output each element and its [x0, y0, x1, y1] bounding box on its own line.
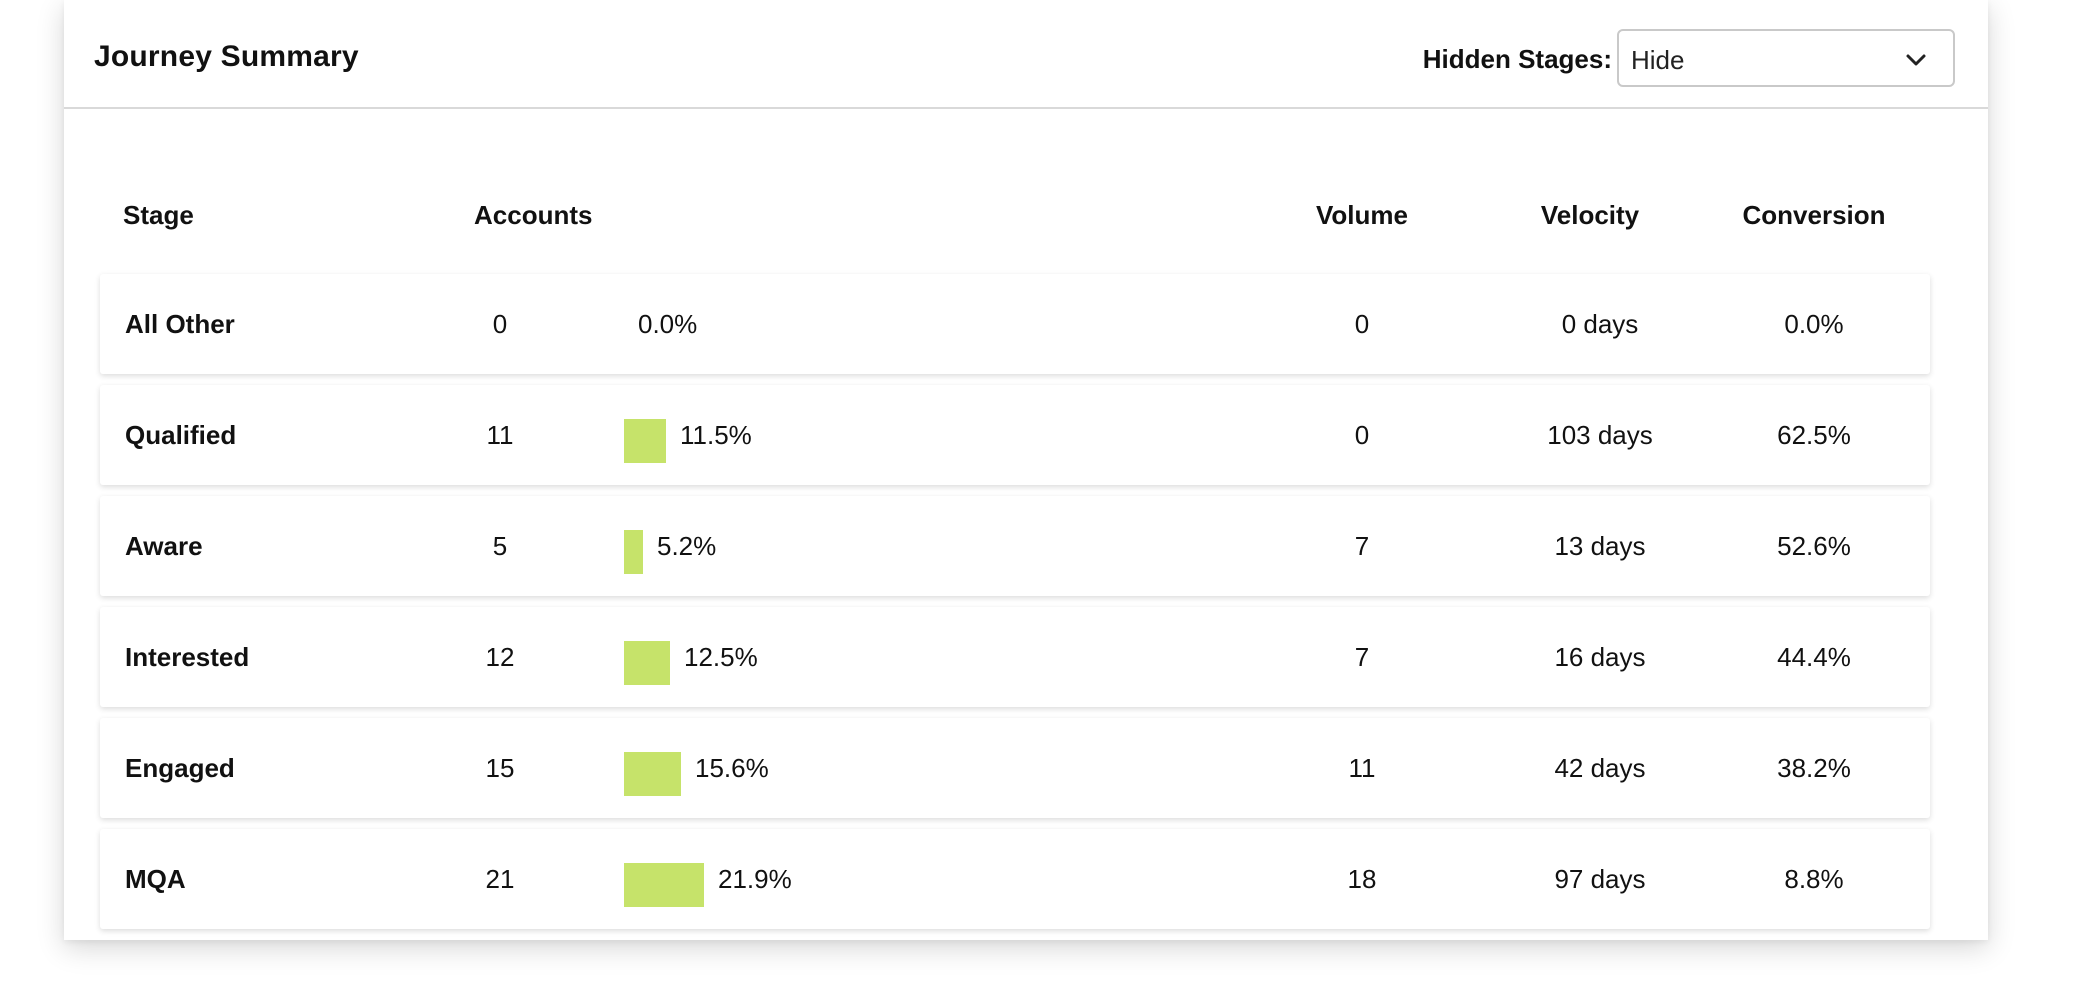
- velocity-value: 42 days: [1554, 753, 1646, 783]
- table-row[interactable]: Interested 12 12.5% 7 16 days 44.4%: [100, 607, 1930, 707]
- volume-value: 18: [1347, 864, 1377, 894]
- stage-name: All Other: [125, 309, 235, 339]
- accounts-count: 12: [485, 642, 515, 672]
- stage-name: Interested: [125, 642, 250, 672]
- table-row[interactable]: Aware 5 5.2% 7 13 days 52.6%: [100, 496, 1930, 596]
- accounts-share-percent: 11.5%: [680, 420, 752, 450]
- accounts-share-bar: [624, 863, 704, 907]
- table-row[interactable]: Qualified 11 11.5% 0 103 days 62.5%: [100, 385, 1930, 485]
- volume-value: 7: [1354, 642, 1370, 672]
- card-title: Journey Summary: [94, 40, 359, 73]
- table-row[interactable]: Engaged 15 15.6% 11 42 days 38.2%: [100, 718, 1930, 818]
- column-header-accounts: Accounts: [474, 200, 593, 230]
- table-row[interactable]: All Other 0 0.0% 0 0 days 0.0%: [100, 274, 1930, 374]
- accounts-share-bar: [624, 530, 643, 574]
- accounts-share-bar: [624, 419, 666, 463]
- stage-name: Engaged: [125, 753, 235, 783]
- accounts-count: 0: [492, 309, 508, 339]
- card-header: Journey Summary Hidden Stages: Hide: [64, 0, 1988, 109]
- conversion-value: 8.8%: [1784, 864, 1844, 894]
- volume-value: 0: [1354, 420, 1370, 450]
- chevron-down-icon: [1906, 54, 1926, 66]
- stage-name: Qualified: [125, 420, 237, 450]
- accounts-count: 15: [485, 753, 515, 783]
- hidden-stages-value: Hide: [1631, 45, 1685, 75]
- conversion-value: 38.2%: [1777, 753, 1851, 783]
- column-header-stage: Stage: [123, 200, 194, 230]
- hidden-stages-label: Hidden Stages:: [1422, 44, 1612, 74]
- velocity-value: 13 days: [1554, 531, 1646, 561]
- accounts-count: 5: [492, 531, 508, 561]
- accounts-count: 21: [485, 864, 515, 894]
- stage-name: Aware: [125, 531, 203, 561]
- accounts-share-percent: 15.6%: [695, 753, 769, 783]
- accounts-share-percent: 0.0%: [638, 309, 698, 339]
- velocity-value: 16 days: [1554, 642, 1646, 672]
- velocity-value: 103 days: [1547, 420, 1653, 450]
- journey-summary-card: Journey Summary Hidden Stages: Hide Stag…: [64, 0, 1988, 940]
- column-header-volume: Volume: [1316, 200, 1408, 230]
- accounts-count: 11: [486, 420, 514, 450]
- volume-value: 7: [1354, 531, 1370, 561]
- accounts-share-percent: 12.5%: [684, 642, 758, 672]
- conversion-value: 44.4%: [1777, 642, 1851, 672]
- conversion-value: 0.0%: [1784, 309, 1844, 339]
- conversion-value: 62.5%: [1777, 420, 1851, 450]
- column-header-conversion: Conversion: [1742, 200, 1886, 230]
- accounts-share-percent: 21.9%: [718, 864, 792, 894]
- accounts-share-bar: [624, 641, 670, 685]
- stage-name: MQA: [125, 864, 186, 894]
- volume-value: 0: [1354, 309, 1370, 339]
- accounts-share-bar: [624, 752, 681, 796]
- velocity-value: 0 days: [1561, 309, 1639, 339]
- hidden-stages-select[interactable]: Hide: [1617, 29, 1955, 87]
- accounts-share-percent: 5.2%: [657, 531, 717, 561]
- column-header-velocity: Velocity: [1540, 200, 1640, 230]
- volume-value: 11: [1348, 753, 1376, 783]
- table-row[interactable]: MQA 21 21.9% 18 97 days 8.8%: [100, 829, 1930, 929]
- conversion-value: 52.6%: [1777, 531, 1851, 561]
- velocity-value: 97 days: [1554, 864, 1646, 894]
